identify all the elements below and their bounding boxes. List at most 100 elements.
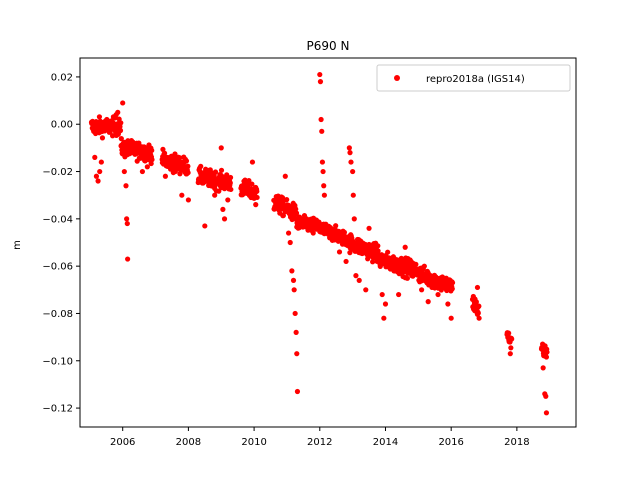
data-point — [475, 310, 481, 316]
data-point — [221, 216, 228, 222]
data-point — [218, 145, 224, 151]
data-point — [293, 329, 299, 335]
data-point — [227, 180, 233, 186]
legend-label: repro2018a (IGS14) — [426, 74, 525, 85]
data-point — [363, 287, 369, 293]
data-point — [149, 157, 155, 163]
data-point — [543, 354, 550, 360]
data-point — [246, 178, 252, 184]
data-point — [139, 168, 146, 175]
data-point — [292, 310, 298, 317]
data-point — [93, 173, 100, 179]
data-point — [317, 79, 324, 85]
data-point — [183, 158, 190, 164]
y-tick-label: −0.12 — [42, 404, 73, 415]
data-point — [291, 287, 297, 293]
data-point — [172, 168, 178, 175]
data-point — [327, 235, 333, 241]
data-point — [293, 206, 299, 212]
data-point — [474, 284, 481, 291]
x-tick-label: 2008 — [176, 437, 201, 448]
data-point — [121, 168, 127, 175]
data-point — [419, 287, 425, 293]
data-point — [242, 177, 248, 183]
data-point — [435, 291, 441, 298]
y-tick-label: 0.02 — [51, 72, 73, 83]
data-point — [120, 100, 126, 106]
chart-title: P690 N — [307, 39, 350, 53]
data-point — [118, 136, 124, 142]
data-point — [177, 155, 183, 161]
data-point — [476, 315, 482, 321]
data-point — [540, 365, 546, 371]
data-point — [381, 315, 387, 321]
plot-area-frame — [79, 57, 577, 428]
data-point — [448, 315, 454, 321]
data-point — [304, 216, 310, 222]
data-point — [248, 192, 254, 198]
data-point — [350, 168, 356, 175]
data-point — [218, 167, 225, 173]
data-point — [253, 202, 259, 208]
data-point — [115, 109, 121, 115]
data-point — [228, 186, 234, 193]
data-point — [421, 263, 427, 269]
data-point — [282, 173, 288, 179]
data-point — [319, 128, 325, 134]
data-point — [341, 229, 348, 235]
data-point — [96, 114, 103, 120]
data-point — [148, 160, 154, 167]
legend-box — [376, 64, 571, 92]
y-axis-label: m — [12, 240, 23, 250]
y-axis-ticks: 0.02 0.00 −0.02 −0.04 −0.06 −0.08 −0.10 −0.12 — [42, 72, 80, 415]
data-point — [336, 249, 343, 255]
data-point — [310, 230, 316, 236]
data-point — [346, 145, 352, 151]
data-point — [290, 277, 297, 283]
data-point — [287, 239, 293, 246]
data-point — [318, 116, 324, 123]
data-point — [249, 159, 256, 165]
data-point — [507, 351, 513, 357]
data-point — [95, 178, 101, 184]
series-points — [88, 71, 550, 416]
legend: repro2018a (IGS14) — [376, 64, 571, 92]
data-point — [543, 393, 549, 399]
data-point — [347, 250, 353, 256]
data-point — [509, 336, 515, 342]
data-point — [294, 351, 300, 357]
x-axis-ticks: 2006 2008 2010 2012 2014 2016 2018 — [110, 427, 530, 448]
data-point — [379, 291, 385, 298]
data-point — [543, 410, 550, 416]
data-point — [321, 183, 327, 189]
x-tick-label: 2016 — [438, 437, 463, 448]
data-point — [98, 159, 104, 165]
data-point — [202, 223, 208, 229]
data-point — [177, 171, 183, 177]
data-point — [123, 183, 129, 189]
data-point — [285, 230, 292, 236]
data-point — [544, 349, 550, 355]
data-point — [149, 147, 155, 154]
data-point — [320, 168, 326, 175]
data-point — [144, 164, 150, 170]
data-point — [409, 273, 415, 279]
data-point — [280, 212, 286, 219]
data-point — [227, 174, 234, 181]
data-point — [353, 273, 359, 279]
y-tick-label: −0.06 — [42, 262, 73, 273]
data-point — [216, 188, 222, 194]
data-point — [92, 154, 98, 160]
data-point — [136, 140, 142, 146]
data-point — [375, 248, 381, 254]
data-point — [124, 216, 130, 222]
data-point — [396, 291, 402, 298]
data-point — [366, 225, 372, 231]
data-point — [254, 188, 260, 194]
data-point — [370, 259, 376, 265]
data-point — [476, 303, 482, 309]
data-point — [118, 120, 124, 126]
data-point — [425, 299, 431, 305]
data-point — [225, 197, 231, 203]
